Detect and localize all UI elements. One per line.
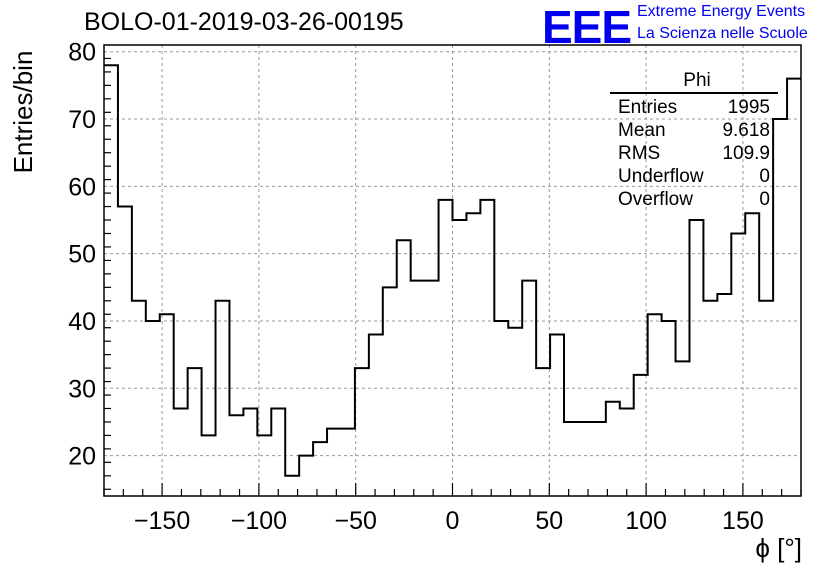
stats-value: 109.9 <box>722 143 770 164</box>
y-axis-label: Entries/bin <box>8 51 38 174</box>
stats-row-mean: Mean 9.618 <box>610 119 778 142</box>
x-axis-label: ϕ [°] <box>755 533 802 563</box>
stats-label: Mean <box>618 120 666 141</box>
y-tick-label: 60 <box>68 173 96 201</box>
stats-label: RMS <box>618 143 661 164</box>
histogram-series <box>104 64 801 477</box>
eee-logo: EEE <box>542 1 632 53</box>
chart-title: BOLO-01-2019-03-26-00195 <box>84 8 404 36</box>
x-tick-label: −100 <box>231 507 287 535</box>
logo-caption-1: Extreme Energy Events <box>637 3 806 20</box>
y-tick-label: 30 <box>68 375 96 403</box>
stats-row-underflow: Underflow 0 <box>610 165 778 188</box>
x-tick-label: −50 <box>334 507 376 535</box>
stats-value: 0 <box>759 189 770 210</box>
logo-caption-2: La Scienza nelle Scuole <box>637 25 808 42</box>
stats-label: Overflow <box>618 189 693 210</box>
stats-label: Underflow <box>618 166 704 187</box>
stats-value: 0 <box>759 166 770 187</box>
stats-row-rms: RMS 109.9 <box>610 142 778 165</box>
stats-label: Entries <box>618 97 678 118</box>
x-tick-label: 150 <box>722 507 764 535</box>
y-tick-label: 70 <box>68 106 96 134</box>
x-tick-label: 50 <box>535 507 563 535</box>
stats-row-entries: Entries 1995 <box>610 96 778 119</box>
stats-value: 9.618 <box>722 120 770 141</box>
y-tick-label: 40 <box>68 308 96 336</box>
stats-box: Phi Entries 1995 Mean 9.618 RMS 109.9 Un… <box>610 70 778 211</box>
y-tick-label: 80 <box>68 39 96 67</box>
x-tick-label: 100 <box>625 507 667 535</box>
tick-labels: −150 −100 −50 0 50 100 150 20 30 40 50 60 70 80 <box>68 39 764 535</box>
stats-title: Phi <box>683 70 711 91</box>
grid-lines <box>104 45 801 496</box>
stats-value: 1995 <box>727 97 770 118</box>
y-tick-label: 50 <box>68 241 96 269</box>
x-tick-label: −150 <box>134 507 190 535</box>
y-tick-label: 20 <box>68 443 96 471</box>
stats-row-overflow: Overflow 0 <box>610 188 778 211</box>
axis-ticks <box>103 57 802 496</box>
stats-separator <box>610 92 778 94</box>
x-tick-label: 0 <box>446 507 460 535</box>
